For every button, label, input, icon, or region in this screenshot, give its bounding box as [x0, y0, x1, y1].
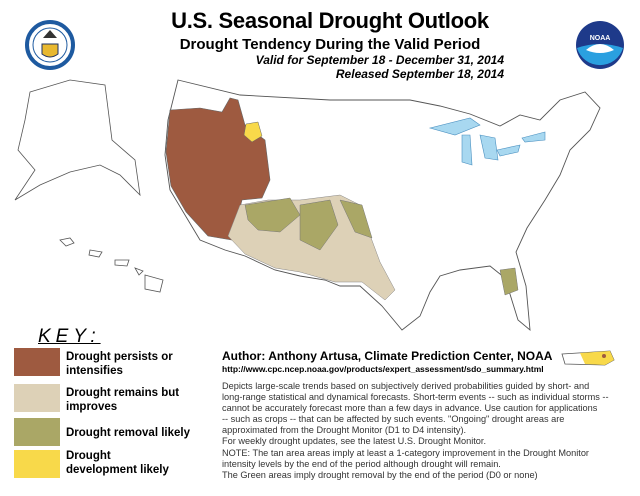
swatch-improves — [14, 384, 60, 412]
swatch-development — [14, 450, 60, 478]
description: Depicts large-scale trends based on subj… — [222, 381, 622, 481]
commerce-seal-logo — [25, 20, 75, 70]
description-line: Depicts large-scale trends based on subj… — [222, 381, 590, 391]
page-title: U.S. Seasonal Drought Outlook — [171, 8, 489, 33]
puerto-rico — [561, 350, 615, 366]
description-line: NOTE: The tan area areas imply at least … — [222, 447, 589, 458]
swatch-removal — [14, 418, 60, 446]
valid-period: Valid for September 18 - December 31, 20… — [255, 53, 504, 67]
description-line: intensity levels by the end of the perio… — [222, 458, 501, 469]
key-label-removal: Drought removal likely — [66, 427, 190, 439]
description-line: The Green areas imply drought removal by… — [222, 469, 538, 480]
key-label-improves: Drought remains but improves — [66, 387, 180, 413]
region-drought-removal — [244, 197, 519, 296]
author-credit: Author: Anthony Artusa, Climate Predicti… — [222, 349, 553, 363]
description-line: For weekly drought updates, see the late… — [222, 436, 487, 447]
noaa-logo: NOAA — [576, 21, 624, 69]
release-date: Released September 18, 2014 — [335, 67, 504, 81]
description-line: long-range statistical and dynamical for… — [222, 392, 609, 403]
swatch-persists — [14, 348, 60, 376]
page-subtitle: Drought Tendency During the Valid Period — [179, 36, 481, 53]
description-line: cannot be accurately forecast more than … — [222, 403, 598, 414]
key-label-persists: Drought persists or intensifies — [66, 351, 173, 377]
description-line: approximated from the Drought Monitor (D… — [222, 425, 467, 436]
hawaii-outline — [59, 237, 164, 293]
key-title: KEY: — [38, 326, 101, 347]
region-drought-development — [243, 121, 263, 143]
key-label-development: Drought development likely — [66, 450, 169, 476]
region-drought-persists — [165, 97, 271, 241]
svg-text:NOAA: NOAA — [590, 35, 611, 42]
summary-link[interactable]: http://www.cpc.ncep.noaa.gov/products/ex… — [222, 364, 544, 374]
great-lakes — [428, 117, 546, 166]
description-line: -- such as crops -- that can be affected… — [222, 414, 565, 425]
alaska-outline — [14, 79, 141, 201]
